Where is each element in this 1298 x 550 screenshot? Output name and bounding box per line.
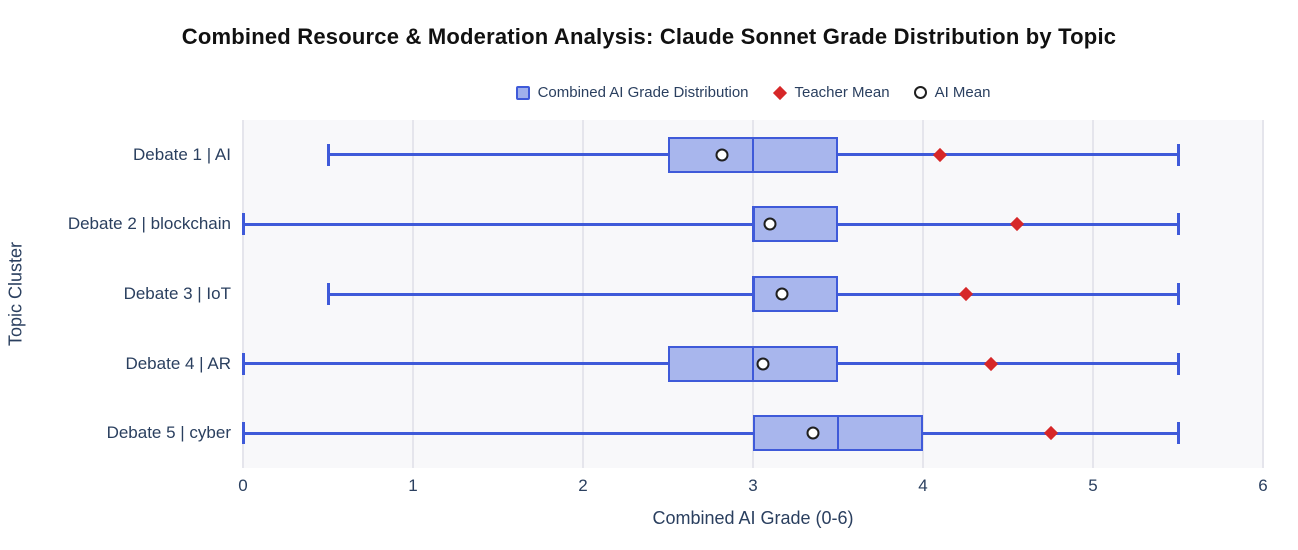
box-series-legend-icon — [515, 85, 530, 100]
whisker-cap-high[interactable] — [1176, 283, 1180, 305]
ai-mean-marker[interactable] — [715, 148, 729, 162]
box[interactable] — [753, 276, 838, 312]
whisker-cap-high[interactable] — [1176, 143, 1180, 166]
legend-item-grade-distribution[interactable]: Combined AI Grade Distribution — [515, 84, 749, 101]
whisker-cap-high[interactable] — [1176, 352, 1180, 375]
legend-label-grade-distribution: Combined AI Grade Distribution — [537, 84, 749, 101]
ai-mean-marker[interactable] — [756, 357, 770, 371]
ai-mean-marker[interactable] — [763, 217, 777, 231]
whisker-cap-low[interactable] — [241, 213, 245, 236]
x-gridline — [1262, 120, 1264, 468]
category-label: Debate 4 | AR — [125, 353, 231, 373]
median-line[interactable] — [751, 345, 755, 382]
category-label: Debate 5 | cyber — [106, 423, 231, 443]
whisker-cap-high[interactable] — [1176, 213, 1180, 236]
ai-mean-marker[interactable] — [806, 426, 819, 440]
whisker-cap-high[interactable] — [1176, 422, 1180, 445]
x-tick-label: 3 — [748, 476, 758, 495]
whisker-cap-low[interactable] — [241, 352, 245, 375]
category-label: Debate 3 | IoT — [123, 284, 231, 303]
diamond-icon — [772, 85, 787, 100]
median-line[interactable] — [836, 415, 840, 452]
x-gridline — [242, 120, 244, 468]
legend-item-teacher-mean[interactable]: Teacher Mean — [772, 84, 890, 101]
x-tick-label: 4 — [918, 476, 928, 495]
x-tick-label: 6 — [1258, 476, 1268, 495]
legend-label-ai-mean: AI Mean — [934, 84, 991, 101]
open-circle-icon — [913, 86, 927, 99]
legend: Combined AI Grade Distribution Teacher M… — [243, 84, 1263, 101]
category-label: Debate 2 | blockchain — [67, 214, 231, 234]
legend-label-teacher-mean: Teacher Mean — [794, 84, 890, 101]
x-tick-label: 5 — [1088, 476, 1098, 495]
x-tick-label: 1 — [408, 476, 418, 495]
whisker-cap-low[interactable] — [241, 422, 245, 445]
x-tick-label: 2 — [578, 476, 588, 495]
whisker-line[interactable] — [243, 222, 1178, 226]
x-axis-title: Combined AI Grade (0-6) — [652, 508, 854, 528]
chart-title: Combined Resource & Moderation Analysis:… — [181, 24, 1117, 49]
whisker-line[interactable] — [243, 431, 1178, 435]
median-line[interactable] — [751, 136, 755, 173]
ai-mean-marker[interactable] — [775, 287, 789, 301]
category-label: Debate 1 | AI — [133, 144, 231, 164]
whisker-cap-low[interactable] — [326, 143, 330, 166]
x-tick-label: 0 — [238, 476, 248, 495]
median-line[interactable] — [751, 206, 755, 243]
median-line[interactable] — [751, 276, 755, 312]
legend-item-ai-mean[interactable]: AI Mean — [913, 84, 991, 101]
whisker-cap-low[interactable] — [326, 283, 330, 305]
